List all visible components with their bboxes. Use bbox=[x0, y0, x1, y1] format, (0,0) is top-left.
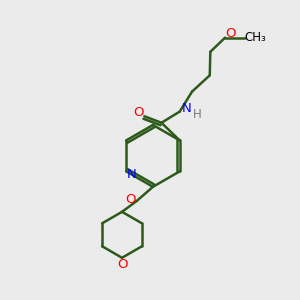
Text: N: N bbox=[181, 102, 191, 115]
Text: O: O bbox=[125, 193, 136, 206]
Text: O: O bbox=[226, 27, 236, 40]
Text: CH₃: CH₃ bbox=[244, 31, 266, 44]
Text: N: N bbox=[127, 168, 137, 181]
Text: O: O bbox=[117, 258, 127, 271]
Text: H: H bbox=[192, 108, 201, 121]
Text: O: O bbox=[133, 106, 144, 119]
